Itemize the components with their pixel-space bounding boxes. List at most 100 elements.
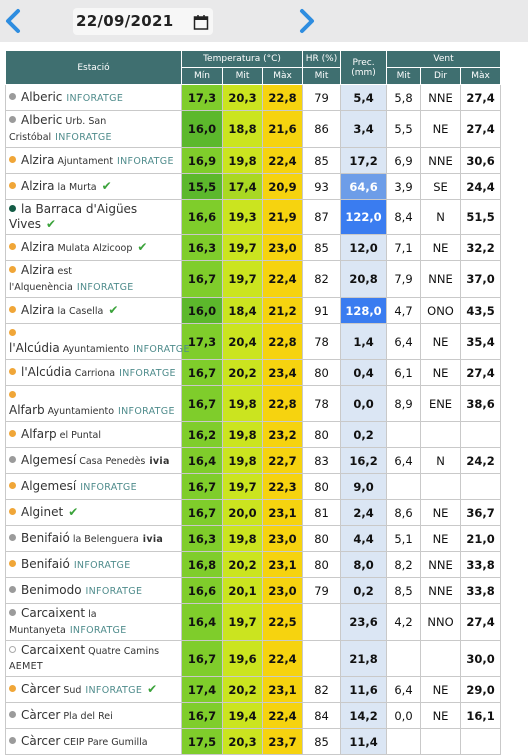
station-row[interactable]: Alfarb Ayuntamiento INFORATGE 16,7 19,8 22,8 7… <box>5 385 502 422</box>
wind-mit: 8,6 <box>386 499 422 526</box>
station-row[interactable]: Alginet ✔ 16,7 20,0 23,1 81 2,4 8,6 NE 36,7 <box>5 499 502 526</box>
header-prec[interactable]: Prec. (mm) <box>340 50 388 85</box>
wind-max: 37,0 <box>460 260 502 298</box>
wind-mit: 5,1 <box>386 525 422 552</box>
hr-mit <box>302 603 342 641</box>
station-row[interactable]: Càrcer Sud INFORATGE ✔ 17,4 20,2 23,1 82 11,6 6,4… <box>5 676 502 703</box>
wind-mit <box>386 728 422 755</box>
station-row[interactable]: Alzira Mulata Alzicoop ✔ 16,3 19,7 23,0 85 12,0… <box>5 234 502 261</box>
hr-mit: 80 <box>302 359 342 386</box>
wind-mit: 8,5 <box>386 577 422 604</box>
prec: 128,0 <box>340 297 388 324</box>
station-row[interactable]: l'Alcúdia Ayuntamiento INFORATGE 17,3 20,4 22… <box>5 323 502 360</box>
temp-max: 23,1 <box>261 499 304 526</box>
wind-max <box>460 473 502 500</box>
header-wind-max[interactable]: Màx <box>460 67 502 85</box>
status-dot <box>9 585 16 593</box>
status-dot <box>9 559 16 567</box>
station-row[interactable]: Algemesí INFORATGE 16,7 19,7 22,3 80 9,0 <box>5 473 502 500</box>
temp-min: 16,9 <box>181 147 223 174</box>
station-source: INFORATGE <box>80 481 137 493</box>
station-cell: Algemesí INFORATGE <box>5 473 182 500</box>
station-cell: la Barraca d'Aigües Vives ✔ <box>5 199 182 235</box>
station-place: la Muntanyeta <box>9 609 97 636</box>
station-row[interactable]: l'Alcúdia Carriona INFORATGE 16,7 20,2 23,4 80… <box>5 359 502 386</box>
date-picker[interactable]: 22/09/2021 <box>73 8 213 35</box>
temp-max: 23,2 <box>261 421 304 448</box>
station-row[interactable]: Algemesí Casa Penedès ivia 16,4 19,8 22,7 83 16… <box>5 447 502 474</box>
station-row[interactable]: Alzira la Murta ✔ 15,5 17,4 20,9 93 64,6 3,9 SE 24… <box>5 173 502 200</box>
station-row[interactable]: Benimodo INFORATGE 16,6 20,1 23,0 79 0,2 8,5 NNE… <box>5 577 502 604</box>
station-cell: Algemesí Casa Penedès ivia <box>5 447 182 474</box>
calendar-icon[interactable] <box>193 14 209 30</box>
station-name: Benifaió <box>21 556 70 571</box>
wind-mit: 4,7 <box>386 297 422 324</box>
temp-max: 20,9 <box>261 173 304 200</box>
station-name: Alfarb <box>9 403 45 417</box>
temp-max: 22,4 <box>261 702 304 729</box>
station-row[interactable]: Alzira la Casella ✔ 16,0 18,4 21,2 91 128,0 4,7 O… <box>5 297 502 324</box>
prec: 1,4 <box>340 323 388 360</box>
wind-dir: ONO <box>420 297 462 324</box>
station-cell: Alberic INFORATGE <box>5 84 182 111</box>
wind-max: 33,8 <box>460 551 502 578</box>
station-name: Alginet <box>21 505 64 519</box>
station-name: Càrcer <box>21 707 61 722</box>
temp-min: 17,4 <box>181 676 223 703</box>
hr-mit: 79 <box>302 84 342 111</box>
wind-dir: NE <box>420 110 462 148</box>
header-wind-mit[interactable]: Mit <box>386 67 422 85</box>
station-source: INFORATGE <box>133 344 190 355</box>
station-source: INFORATGE <box>55 132 112 143</box>
header-station[interactable]: Estació <box>5 50 182 85</box>
station-cell: Alzira la Casella ✔ <box>5 297 182 324</box>
status-dot <box>9 429 16 437</box>
wind-max <box>460 421 502 448</box>
station-cell: Alberic Urb. San Cristóbal INFORATGE <box>5 110 182 148</box>
station-row[interactable]: Carcaixent la Muntanyeta INFORATGE 16,4 19,7… <box>5 603 502 641</box>
header-temp-mit[interactable]: Mit <box>222 67 263 85</box>
station-source: INFORATGE <box>118 406 175 417</box>
temp-min: 16,8 <box>181 551 223 578</box>
station-place: Carriona <box>74 367 116 379</box>
next-arrow[interactable] <box>300 9 314 33</box>
temp-mit: 19,4 <box>222 702 263 729</box>
wind-max: 51,5 <box>460 199 502 235</box>
temp-max: 21,2 <box>261 297 304 324</box>
station-source: ivia <box>142 533 164 545</box>
hr-mit: 80 <box>302 551 342 578</box>
header-hr-mit[interactable]: Mit <box>302 67 342 85</box>
station-row[interactable]: Benifaió la Belenguera ivia 16,3 19,8 23,0 80 4… <box>5 525 502 552</box>
station-cell: Càrcer CEIP Pare Gumilla <box>5 728 182 755</box>
wind-mit: 8,9 <box>386 385 422 422</box>
station-place: Ajuntament <box>57 155 114 167</box>
wind-max: 27,4 <box>460 84 502 111</box>
station-cell: Carcaixent la Muntanyeta INFORATGE <box>5 603 182 641</box>
station-row[interactable]: Alfarp el Puntal 16,2 19,8 23,2 80 0,2 <box>5 421 502 448</box>
station-row[interactable]: Càrcer Pla del Rei 16,7 19,4 22,4 84 14,2 0,0 NE… <box>5 702 502 729</box>
station-name: Alzira <box>21 178 55 193</box>
wind-dir <box>420 640 462 677</box>
station-row[interactable]: Alzira Ajuntament INFORATGE 16,9 19,8 22,4 85 1… <box>5 147 502 174</box>
station-row[interactable]: Alzira est l'Alquenència INFORATGE 16,7 19,7… <box>5 260 502 298</box>
wind-max: 27,4 <box>460 110 502 148</box>
station-row[interactable]: Alberic INFORATGE 17,3 20,3 22,8 79 5,4 5,8 NNE 2… <box>5 84 502 111</box>
station-row[interactable]: Carcaixent Quatre Camins AEMET 16,7 19,6 22,4… <box>5 640 502 677</box>
header-wind-dir[interactable]: Dir <box>420 67 462 85</box>
station-row[interactable]: la Barraca d'Aigües Vives ✔ 16,6 19,3 21,9 87… <box>5 199 502 235</box>
wind-mit: 3,9 <box>386 173 422 200</box>
header-temp-max[interactable]: Màx <box>261 67 304 85</box>
verified-check: ✔ <box>147 681 158 696</box>
station-row[interactable]: Alberic Urb. San Cristóbal INFORATGE 16,0 18… <box>5 110 502 148</box>
status-dot <box>9 266 16 273</box>
station-row[interactable]: Benifaió INFORATGE 16,8 20,2 23,1 80 8,0 8,2 NNE… <box>5 551 502 578</box>
temp-min: 16,7 <box>181 499 223 526</box>
wind-dir: N <box>420 447 462 474</box>
station-row[interactable]: Càrcer CEIP Pare Gumilla 17,5 20,3 23,7 85 11,… <box>5 728 502 755</box>
hr-mit: 80 <box>302 473 342 500</box>
hr-mit: 78 <box>302 323 342 360</box>
header-temp-min[interactable]: Mín <box>181 67 223 85</box>
wind-max: 24,4 <box>460 173 502 200</box>
prev-arrow[interactable] <box>6 9 20 33</box>
